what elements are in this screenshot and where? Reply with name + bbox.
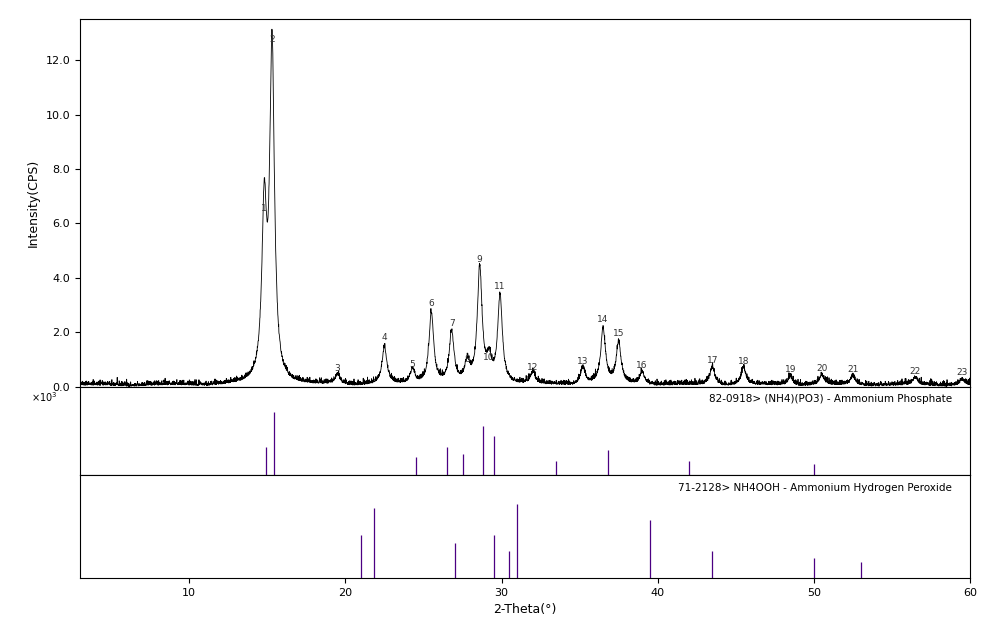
Text: 17: 17 <box>707 356 718 365</box>
Text: 11: 11 <box>494 282 506 291</box>
Text: 7: 7 <box>449 319 454 328</box>
Text: 1: 1 <box>261 204 267 213</box>
Text: 19: 19 <box>785 365 796 374</box>
Text: 21: 21 <box>847 365 859 374</box>
Text: 18: 18 <box>738 358 749 367</box>
Text: 6: 6 <box>428 299 434 308</box>
Text: 16: 16 <box>636 361 648 370</box>
Text: 23: 23 <box>957 369 968 377</box>
Text: 8: 8 <box>464 354 470 363</box>
Text: 82-0918> (NH4)(PO3) - Ammonium Phosphate: 82-0918> (NH4)(PO3) - Ammonium Phosphate <box>709 394 952 404</box>
Text: 10: 10 <box>483 353 495 362</box>
Text: $\times$10$^3$: $\times$10$^3$ <box>31 390 57 404</box>
Text: 71-2128> NH4OOH - Ammonium Hydrogen Peroxide: 71-2128> NH4OOH - Ammonium Hydrogen Pero… <box>678 483 952 493</box>
Text: 4: 4 <box>382 333 387 342</box>
X-axis label: 2-Theta(°): 2-Theta(°) <box>493 603 557 616</box>
Text: 15: 15 <box>613 329 624 338</box>
Text: 12: 12 <box>527 363 538 372</box>
Text: 13: 13 <box>577 358 589 367</box>
Text: 9: 9 <box>477 256 483 265</box>
Y-axis label: Intensity(CPS): Intensity(CPS) <box>27 159 40 247</box>
Text: 2: 2 <box>269 35 275 44</box>
Text: 5: 5 <box>410 360 415 369</box>
Text: 20: 20 <box>816 364 827 373</box>
Text: 3: 3 <box>335 364 341 373</box>
Text: 22: 22 <box>910 367 921 376</box>
Text: 14: 14 <box>597 315 609 324</box>
